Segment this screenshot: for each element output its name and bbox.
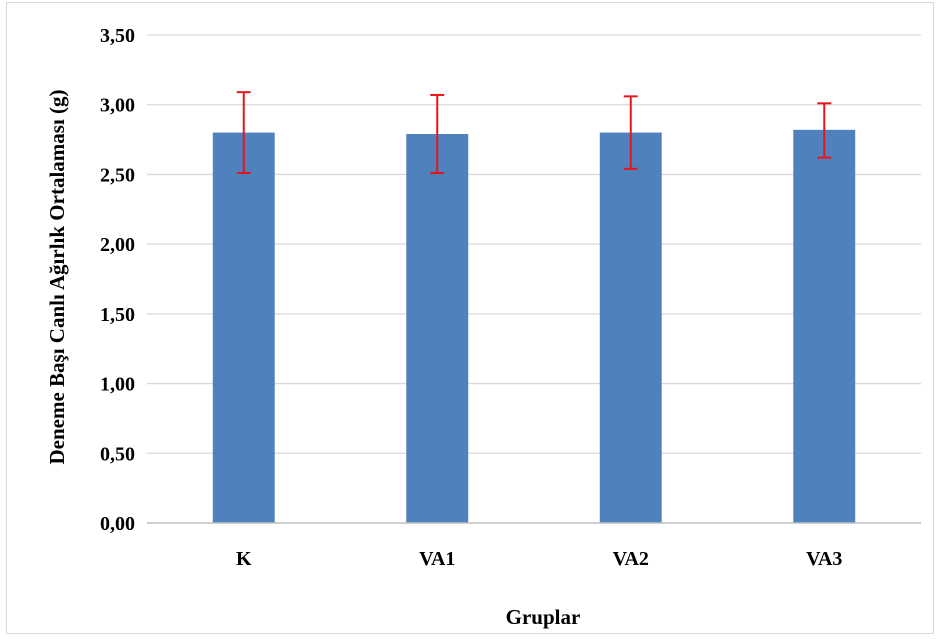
x-axis-title: Gruplar xyxy=(506,605,581,629)
y-tick-label: 3,00 xyxy=(100,95,135,117)
error-bar-va3 xyxy=(817,102,832,159)
error-bars xyxy=(236,91,832,175)
bar-k xyxy=(212,132,275,523)
y-tick-label: 3,50 xyxy=(100,25,135,47)
y-tick-labels: 0,00 0,50 1,00 1,50 2,00 2,50 3,00 3,50 xyxy=(100,25,135,535)
bars xyxy=(212,129,856,523)
bar-va3 xyxy=(793,129,856,523)
bar-chart: 0,00 0,50 1,00 1,50 2,00 2,50 3,00 3,50 K VA1 VA2… xyxy=(45,25,921,629)
y-tick-label: 1,50 xyxy=(100,304,135,326)
y-tick-label: 2,50 xyxy=(100,164,135,186)
x-tick-label: VA1 xyxy=(419,548,455,570)
y-tick-label: 1,00 xyxy=(100,374,135,396)
y-axis-title: Deneme Başı Canlı Ağırlık Ortalaması (g) xyxy=(45,89,69,464)
y-tick-label: 0,50 xyxy=(100,443,135,465)
gridlines xyxy=(147,34,921,454)
bar-va2 xyxy=(599,132,662,523)
error-bar-k xyxy=(236,91,251,175)
x-tick-label: VA3 xyxy=(806,548,842,570)
error-bar-va1 xyxy=(430,93,445,175)
x-tick-labels: K VA1 VA2 VA3 xyxy=(236,548,842,570)
bar-va1 xyxy=(406,133,469,523)
x-tick-label: K xyxy=(236,548,252,570)
x-tick-label: VA2 xyxy=(613,548,649,570)
y-tick-label: 2,00 xyxy=(100,234,135,256)
chart-frame: 0,00 0,50 1,00 1,50 2,00 2,50 3,00 3,50 K VA1 VA2… xyxy=(6,2,934,634)
y-tick-label: 0,00 xyxy=(100,513,135,535)
error-bar-va2 xyxy=(623,95,638,170)
